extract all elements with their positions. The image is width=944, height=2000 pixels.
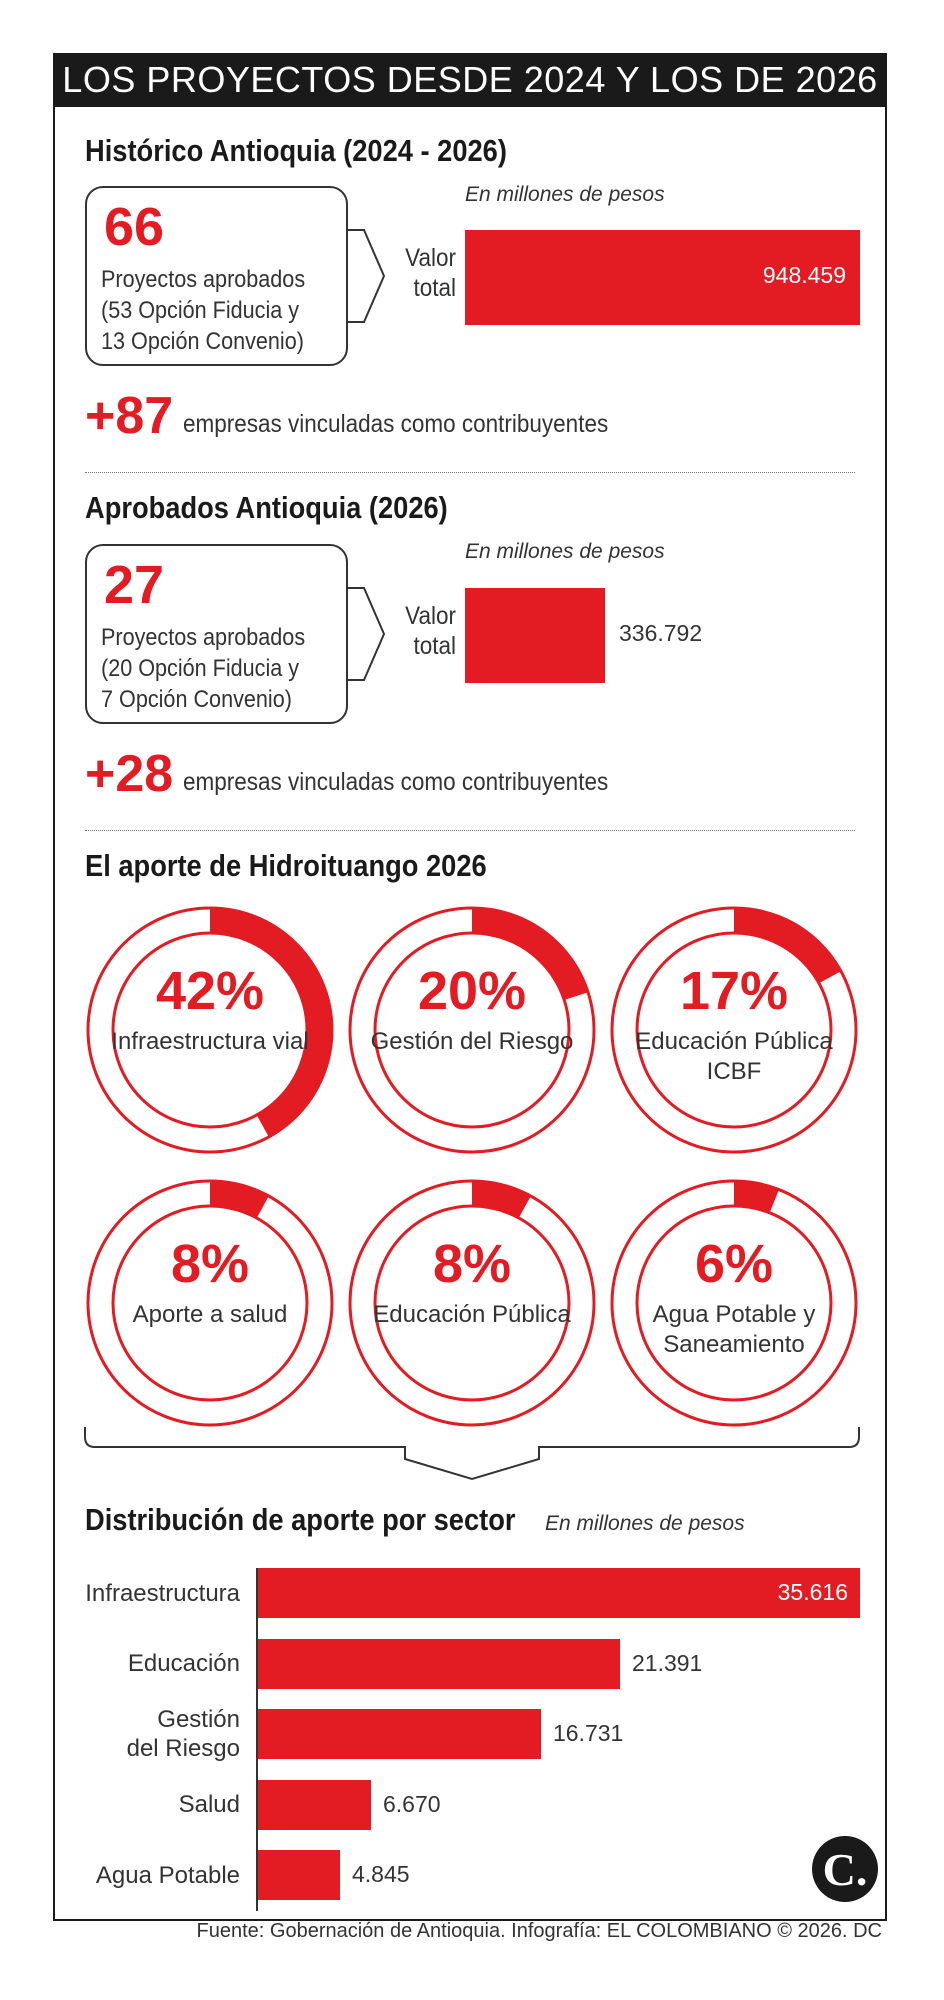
chart-category-label: Agua Potable	[95, 1861, 240, 1889]
historico-description: Proyectos aprobados (53 Opción Fiducia y…	[101, 266, 306, 355]
donut-percent: 20%	[417, 961, 527, 1021]
aprobados-units: En millones de pesos	[465, 540, 665, 563]
aprobados-box: 27 Proyectos aprobados (20 Opción Fiduci…	[85, 544, 348, 724]
chart-bar	[258, 1779, 371, 1830]
historico-valor-label: Valor total	[405, 244, 456, 302]
infographic-frame	[53, 53, 887, 1921]
chart-bar	[258, 1638, 620, 1689]
divider	[85, 472, 855, 473]
donut-label: Infraestructura vial	[111, 1028, 309, 1055]
chart-value-label: 35.616	[777, 1579, 848, 1605]
aprobados-valor-label: Valor total	[405, 602, 456, 660]
chart-bar	[258, 1850, 340, 1900]
page-title: LOS PROYECTOS DESDE 2024 Y LOS DE 2026	[53, 53, 887, 107]
aprobados-value-label: 336.792	[619, 620, 703, 646]
aprobados-arrow	[348, 587, 386, 681]
donut-chart: 20% Gestión del Riesgo	[347, 905, 597, 1155]
chart-category-label: Salud	[178, 1791, 240, 1818]
chart-axis-line	[256, 1568, 258, 1911]
donut-wedge	[734, 1181, 779, 1213]
donut-percent: 8%	[170, 1234, 250, 1294]
aprobados-count: 27	[104, 555, 165, 615]
aprobados-description: Proyectos aprobados (20 Opción Fiducia y…	[101, 624, 306, 713]
donut-percent: 17%	[679, 961, 789, 1021]
donut-label: Educación Pública ICBF	[635, 1028, 833, 1085]
donut-label: Agua Potable y Saneamiento	[652, 1301, 816, 1358]
chart-category-label: Educación	[127, 1650, 240, 1677]
divider	[85, 830, 855, 831]
donut-chart: 17% Educación Pública ICBF	[609, 905, 859, 1155]
hidroituango-heading: El aporte de Hidroituango 2026	[85, 848, 487, 883]
historico-units: En millones de pesos	[465, 183, 665, 206]
aprobados-companies-text: empresas vinculadas como contribuyentes	[183, 768, 609, 796]
donut-percent: 8%	[432, 1234, 512, 1294]
aprobados-companies-count: +28	[85, 745, 174, 803]
donut-wedge	[210, 908, 332, 1137]
historico-heading: Histórico Antioquia (2024 - 2026)	[85, 133, 507, 168]
donut-label: Aporte a salud	[132, 1301, 288, 1328]
chart-category-label: Gestión del Riesgo	[126, 1706, 240, 1762]
chart-value-label: 4.845	[352, 1861, 410, 1887]
donut-chart: 8% Educación Pública	[347, 1178, 597, 1428]
chart-value-label: 16.731	[553, 1720, 624, 1746]
historico-companies-text: empresas vinculadas como contribuyentes	[183, 410, 609, 438]
donut-wedge	[472, 908, 589, 1001]
donut-label: Educación Pública	[373, 1301, 571, 1328]
donut-chart: 42% Infraestructura vial	[85, 905, 335, 1155]
donut-wedge	[734, 908, 841, 984]
historico-arrow	[348, 229, 386, 323]
historico-value-bar	[465, 230, 860, 325]
el-colombiano-logo: C.	[812, 1836, 878, 1902]
historico-box: 66 Proyectos aprobados (53 Opción Fiduci…	[85, 186, 348, 366]
chart-value-label: 21.391	[632, 1649, 703, 1676]
donut-wedge	[210, 1181, 269, 1218]
chart-bar	[258, 1568, 860, 1618]
donut-label: Gestión del Riesgo	[370, 1028, 574, 1055]
chart-title: Distribución de aporte por sector	[85, 1502, 516, 1537]
chart-category-label: Infraestructura	[85, 1579, 240, 1607]
aprobados-value-bar	[465, 588, 605, 683]
donut-wedge	[472, 1181, 531, 1218]
donut-percent: 42%	[155, 961, 265, 1021]
historico-count: 66	[104, 197, 165, 257]
aprobados-heading: Aprobados Antioquia (2026)	[85, 490, 448, 525]
donut-percent: 6%	[694, 1234, 774, 1294]
historico-value-label: 948.459	[762, 262, 846, 288]
historico-companies-count: +87	[85, 387, 174, 445]
source-footer: Fuente: Gobernación de Antioquia. Infogr…	[196, 1920, 882, 1942]
chart-value-label: 6.670	[383, 1790, 441, 1817]
bracket-arrow	[84, 1427, 860, 1481]
donut-chart: 8% Aporte a salud	[85, 1178, 335, 1428]
chart-bar	[258, 1709, 541, 1759]
chart-subtitle: En millones de pesos	[545, 1512, 745, 1535]
donut-chart: 6% Agua Potable y Saneamiento	[609, 1178, 859, 1428]
